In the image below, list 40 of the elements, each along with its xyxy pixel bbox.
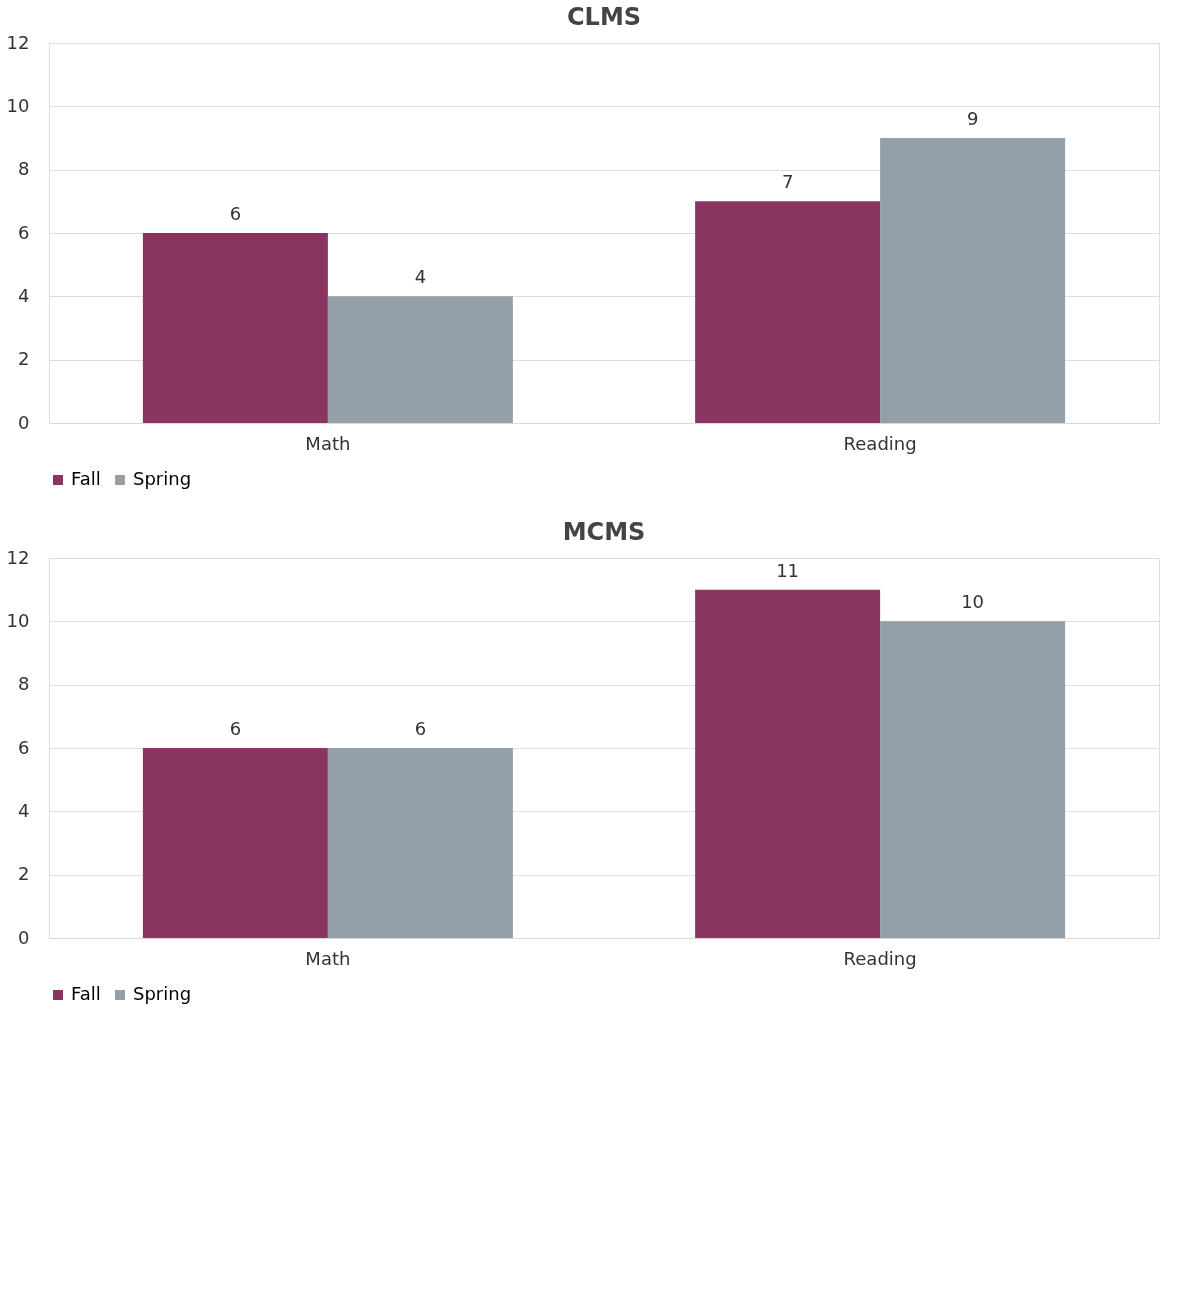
x-tick-label: Math (305, 432, 351, 454)
chart-title: MCMS (562, 518, 646, 546)
chart-title: CLMS (566, 3, 642, 31)
bar (695, 201, 881, 423)
data-label: 7 (781, 171, 794, 193)
y-tick-label: 8 (18, 158, 30, 180)
y-tick-label: 6 (18, 736, 30, 758)
y-tick-label: 0 (18, 411, 30, 433)
bar (880, 621, 1066, 938)
legend-label: Fall (71, 983, 101, 1004)
y-tick-label: 12 (6, 31, 30, 53)
data-label: 6 (229, 203, 242, 224)
y-tick-label: 4 (18, 799, 30, 821)
bar (327, 296, 513, 423)
bar (695, 589, 881, 938)
y-tick-label: 0 (18, 926, 30, 948)
data-label: 6 (414, 718, 427, 739)
x-tick-label: Reading (843, 432, 917, 454)
legend-label: Spring (133, 468, 192, 489)
bar (142, 233, 328, 423)
y-tick-label: 2 (18, 348, 30, 370)
y-tick-label: 10 (6, 94, 30, 116)
bar (142, 748, 328, 938)
y-tick-label: 2 (18, 863, 30, 885)
data-label: 9 (966, 108, 979, 129)
y-tick-label: 4 (18, 284, 30, 306)
y-tick-label: 6 (18, 221, 30, 243)
x-tick-label: Math (305, 947, 351, 969)
bar (327, 748, 513, 938)
legend-label: Fall (71, 468, 101, 489)
legend-label: Spring (133, 983, 192, 1004)
x-tick-label: Reading (843, 947, 917, 969)
data-label: 6 (229, 718, 242, 739)
y-tick-label: 10 (6, 609, 30, 631)
data-label: 10 (961, 591, 985, 613)
data-label: 11 (776, 559, 800, 581)
data-label: 4 (414, 266, 427, 288)
y-tick-label: 12 (6, 546, 30, 568)
bar (880, 138, 1066, 423)
y-tick-label: 8 (18, 673, 30, 695)
